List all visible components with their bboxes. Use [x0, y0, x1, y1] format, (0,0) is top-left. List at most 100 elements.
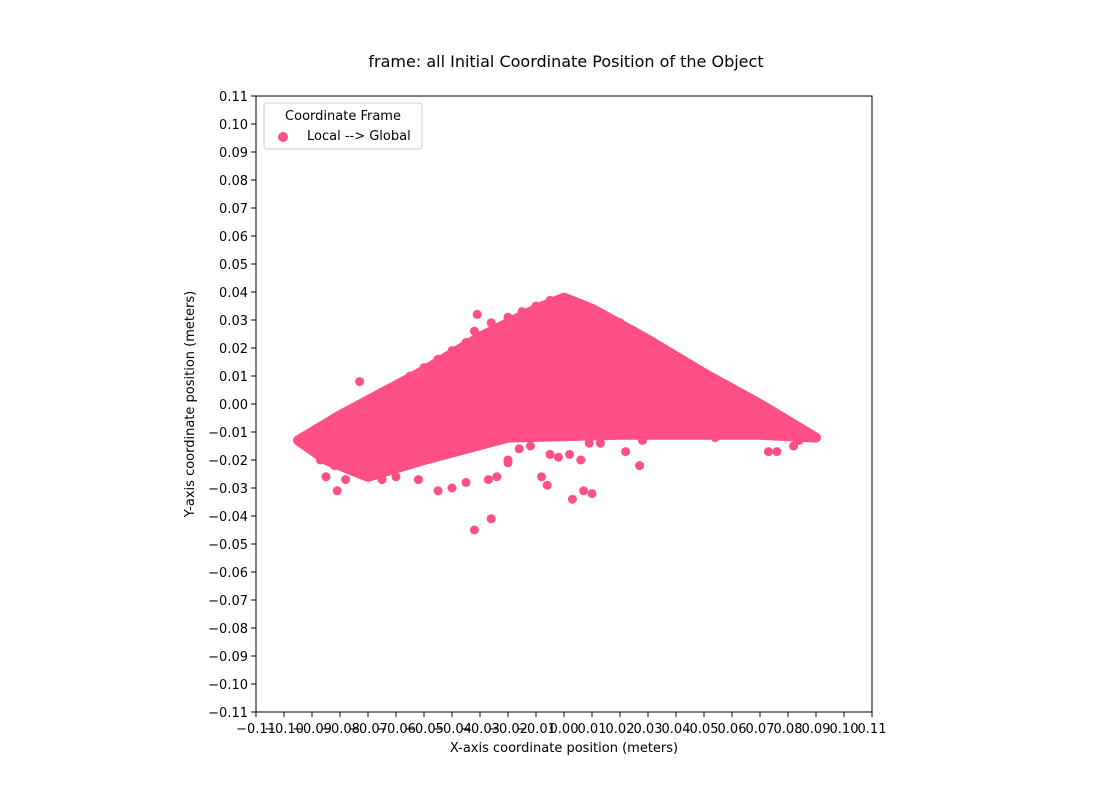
x-tick-label: −0.07 — [348, 722, 388, 737]
data-point — [772, 447, 782, 457]
y-tick-label: 0.11 — [219, 90, 248, 105]
y-axis-label: Y-axis coordinate position (meters) — [183, 291, 198, 518]
y-tick-label: −0.07 — [208, 594, 248, 609]
data-point — [332, 486, 342, 496]
x-tick-label: −0.03 — [460, 722, 500, 737]
y-tick-label: −0.01 — [208, 426, 248, 441]
x-tick-label: 0.02 — [606, 722, 635, 737]
data-point — [741, 393, 751, 403]
data-point — [545, 449, 555, 459]
data-point — [643, 335, 653, 345]
data-point — [587, 489, 597, 499]
legend: Coordinate Frame Local --> Global — [263, 102, 423, 150]
x-axis-label: X-axis coordinate position (meters) — [450, 741, 678, 756]
data-point — [293, 435, 303, 445]
data-point — [341, 475, 351, 485]
x-tick-label: 0.06 — [718, 722, 747, 737]
data-point — [447, 346, 457, 356]
legend-marker — [278, 132, 288, 142]
data-point — [755, 402, 765, 412]
y-tick-label: −0.02 — [208, 454, 248, 469]
y-tick-label: −0.04 — [208, 510, 248, 525]
y-tick-label: 0.03 — [219, 314, 248, 329]
data-point — [321, 472, 331, 482]
data-point — [349, 407, 359, 417]
legend-box — [263, 102, 423, 150]
data-point — [559, 293, 569, 303]
x-tick-label: 0.09 — [802, 722, 831, 737]
legend-label: Local --> Global — [307, 129, 411, 144]
y-tick-label: 0.00 — [219, 398, 248, 413]
data-point — [531, 301, 541, 311]
x-tick-label: 0.05 — [690, 722, 719, 737]
y-tick-label: 0.09 — [219, 146, 248, 161]
data-point — [671, 351, 681, 361]
data-point — [601, 312, 611, 322]
data-point — [769, 410, 779, 420]
x-tick-label: −0.05 — [404, 722, 444, 737]
data-point — [565, 449, 575, 459]
data-point — [492, 472, 502, 482]
x-tick-label: −0.04 — [432, 722, 472, 737]
y-tick-label: 0.07 — [219, 202, 248, 217]
data-point — [537, 472, 547, 482]
data-point — [517, 307, 527, 317]
data-point — [553, 452, 563, 462]
data-point — [447, 483, 457, 493]
y-tick-label: 0.04 — [219, 286, 248, 301]
y-tick-label: 0.02 — [219, 342, 248, 357]
data-point — [433, 486, 443, 496]
y-tick-label: −0.09 — [208, 650, 248, 665]
x-tick-label: −0.02 — [488, 722, 528, 737]
data-point — [469, 326, 479, 336]
data-point — [329, 461, 339, 471]
x-tick-label: −0.08 — [320, 722, 360, 737]
data-point — [461, 337, 471, 347]
data-point — [475, 332, 485, 342]
data-point — [514, 444, 524, 454]
y-tick-label: −0.08 — [208, 622, 248, 637]
y-tick-label: 0.01 — [219, 370, 248, 385]
x-tick-label: 0.03 — [634, 722, 663, 737]
data-point — [573, 298, 583, 308]
data-point — [355, 377, 365, 387]
data-point — [503, 458, 513, 468]
data-point — [472, 309, 482, 319]
y-tick-label: −0.03 — [208, 482, 248, 497]
data-point — [391, 472, 401, 482]
data-point — [486, 318, 496, 328]
x-tick-label: 0.07 — [746, 722, 775, 737]
x-tick-label: −0.10 — [264, 722, 304, 737]
x-tick-label: −0.01 — [516, 722, 556, 737]
data-point — [797, 424, 807, 434]
y-tick-label: 0.05 — [219, 258, 248, 273]
y-tick-label: −0.06 — [208, 566, 248, 581]
data-point — [363, 461, 373, 471]
data-point — [461, 477, 471, 487]
data-point — [545, 295, 555, 305]
data-point — [635, 461, 645, 471]
data-point — [699, 368, 709, 378]
x-tick-label: 0.11 — [858, 722, 887, 737]
data-point — [567, 494, 577, 504]
dense-point-cloud — [293, 292, 821, 482]
data-point — [579, 486, 589, 496]
y-tick-label: −0.11 — [208, 706, 248, 721]
data-point — [576, 455, 586, 465]
data-point — [783, 416, 793, 426]
data-point — [542, 480, 552, 490]
data-point — [587, 304, 597, 314]
data-point — [637, 435, 647, 445]
data-point — [405, 371, 415, 381]
x-tick-label: 0.10 — [830, 722, 859, 737]
y-tick-label: 0.10 — [219, 118, 248, 133]
y-tick-label: 0.08 — [219, 174, 248, 189]
data-point — [377, 391, 387, 401]
data-point — [621, 447, 631, 457]
data-point — [713, 377, 723, 387]
data-point — [710, 433, 720, 443]
chart-title: frame: all Initial Coordinate Position o… — [368, 52, 763, 71]
data-point — [391, 382, 401, 392]
